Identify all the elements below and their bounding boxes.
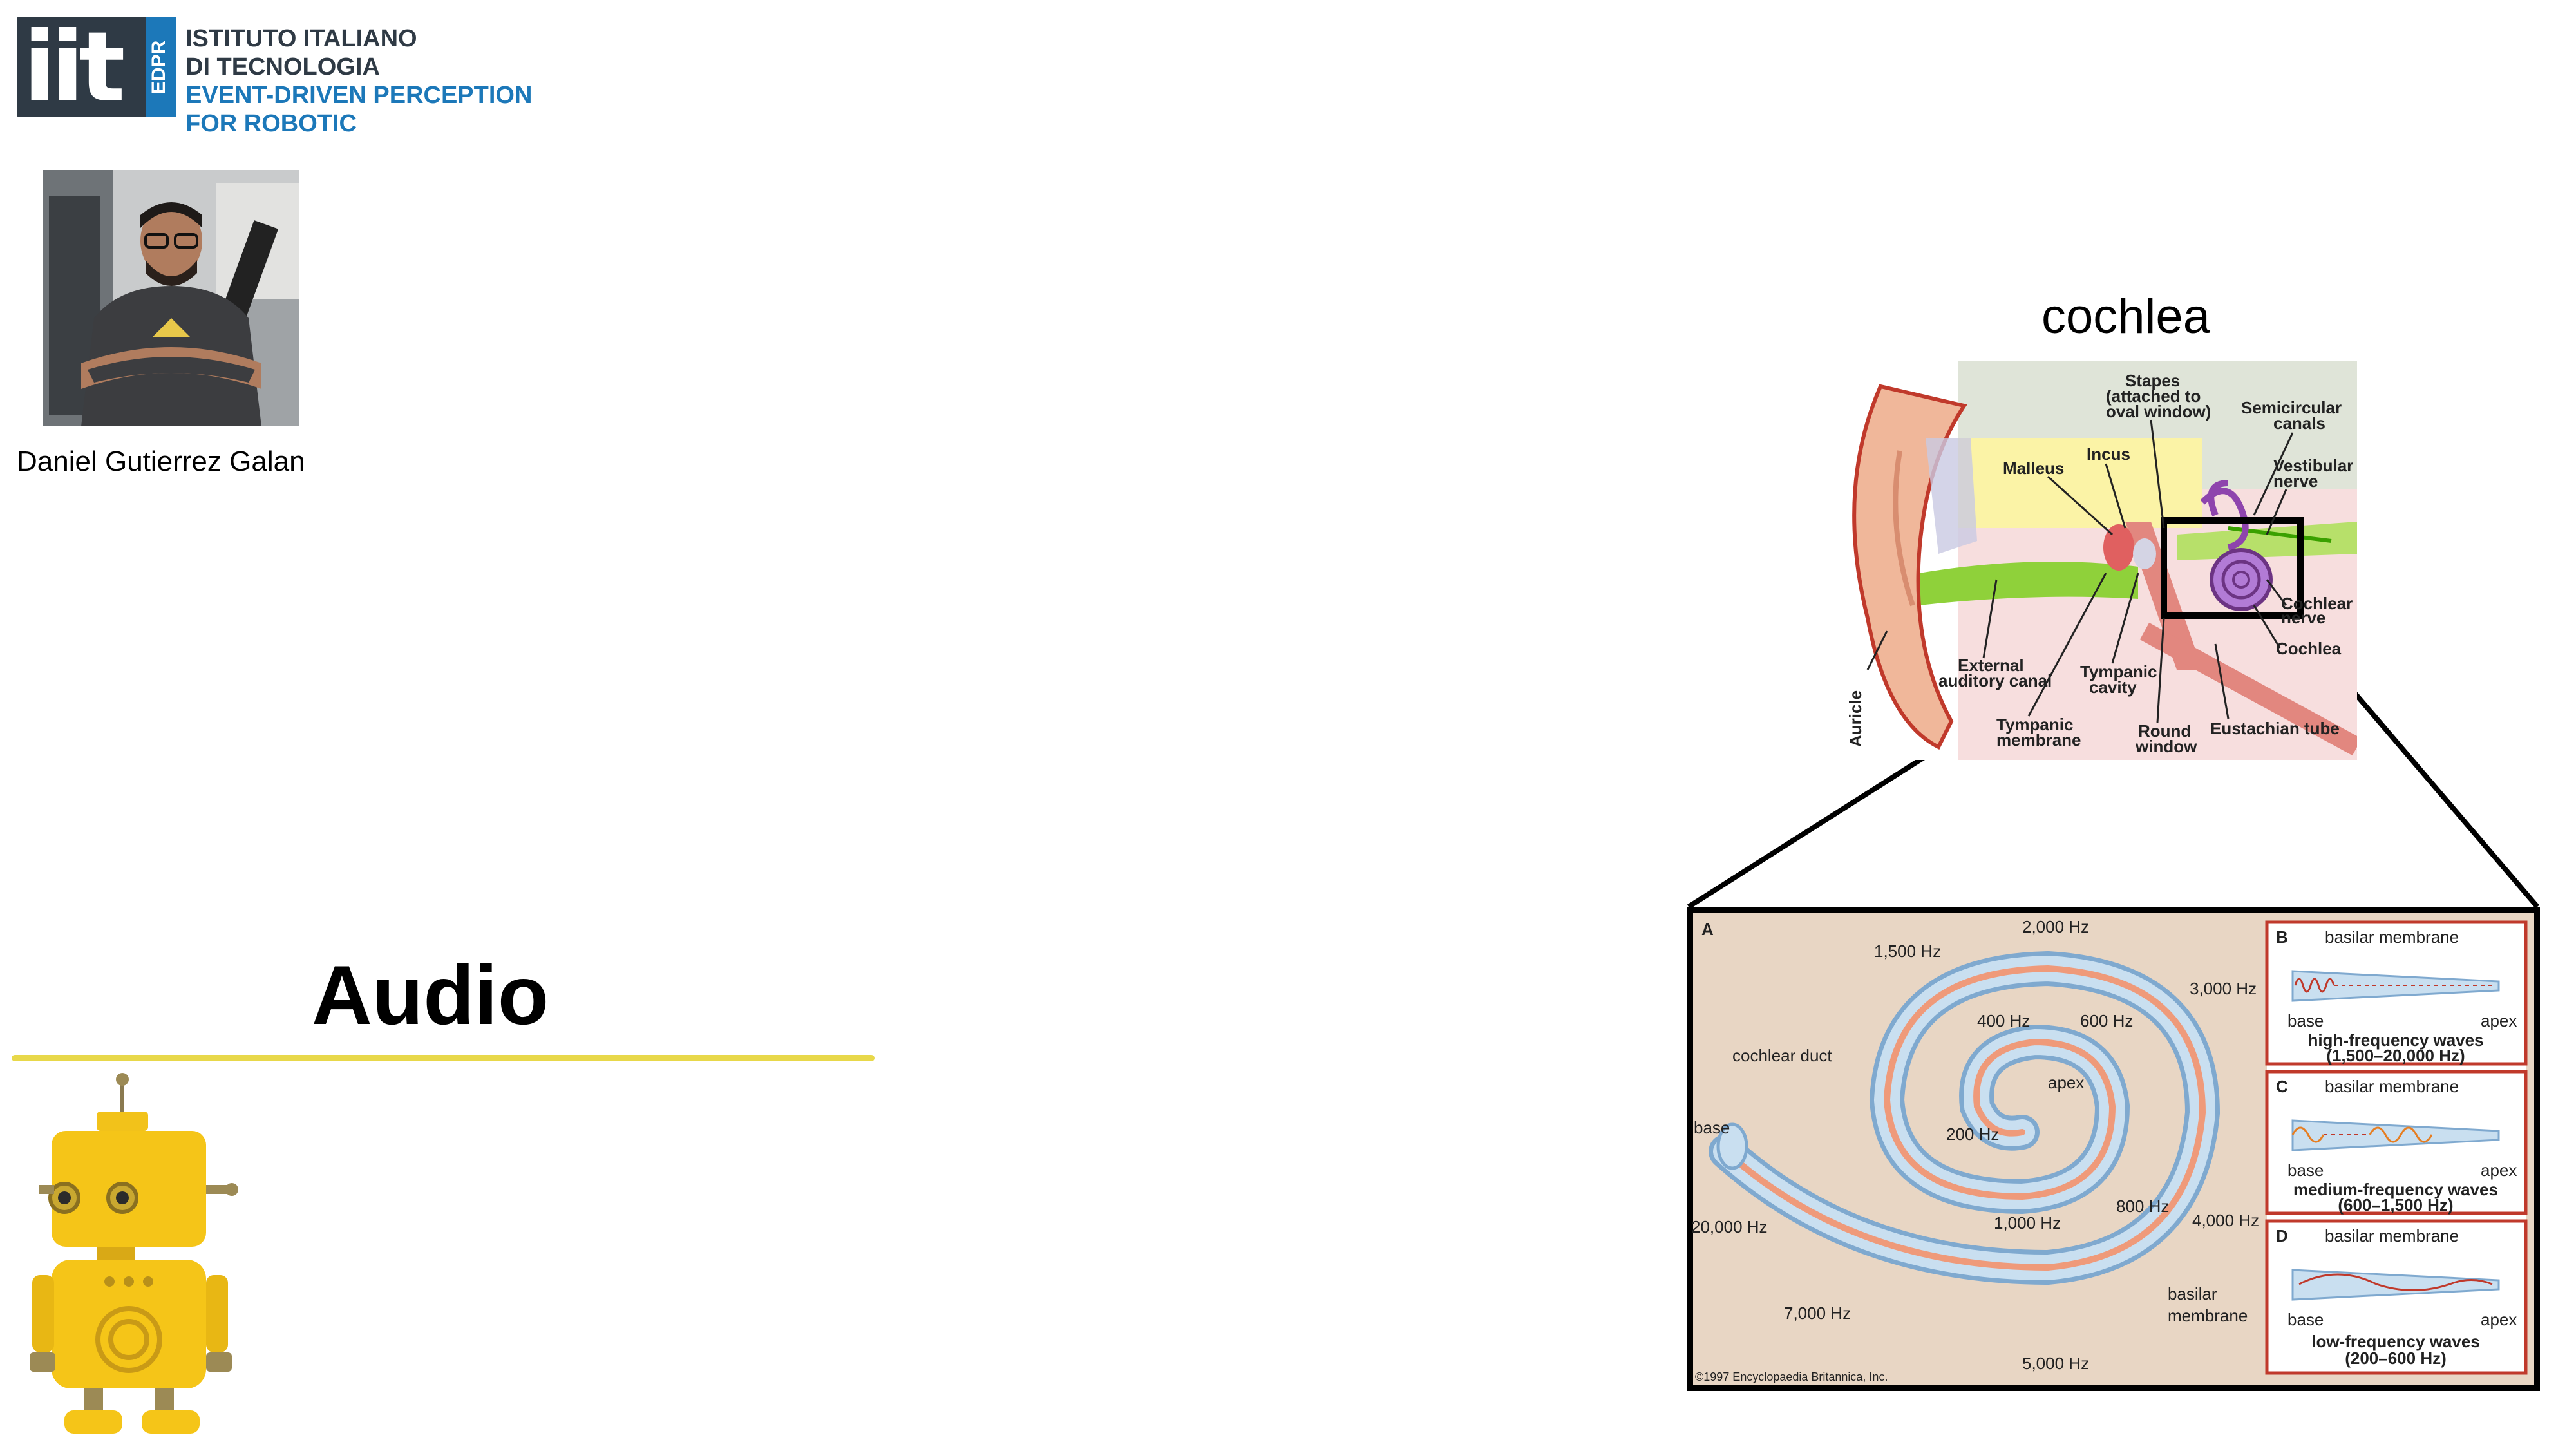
panel-c-range: (600–1,500 Hz): [2338, 1195, 2453, 1215]
label-stapes: Stapes: [2125, 371, 2180, 390]
label-semicircular-2: canals: [2273, 413, 2325, 433]
label-cochlear-nerve-2: nerve: [2281, 608, 2325, 627]
person-name: Daniel Gutierrez Galan: [17, 446, 305, 477]
hz-400-label: 400 Hz: [1977, 1011, 2030, 1030]
logo-line-1: ISTITUTO ITALIANO: [185, 25, 417, 52]
institute-logo: iit EDPR ISTITUTO ITALIANO DI TECNOLOGIA…: [17, 13, 532, 139]
logo-line-3: EVENT-DRIVEN PERCEPTION: [185, 82, 533, 109]
panel-d: D basilar membrane base apex low-frequen…: [2276, 1226, 2517, 1368]
label-vestibular-2: nerve: [2273, 471, 2318, 491]
panel-b: B basilar membrane base apex high-freque…: [2276, 927, 2517, 1065]
person-photo-illustration: [43, 170, 299, 426]
label-round-2: window: [2135, 737, 2197, 756]
hz-1000-label: 1,000 Hz: [1994, 1213, 2061, 1233]
basilar-label-2: membrane: [2168, 1306, 2248, 1325]
slide-title: Audio: [312, 948, 549, 1042]
label-tympanic-membrane-2: membrane: [1996, 730, 2081, 750]
panel-b-range: (1,500–20,000 Hz): [2326, 1046, 2465, 1065]
copyright-label: ©1997 Encyclopaedia Britannica, Inc.: [1695, 1370, 1888, 1383]
hz-5000-label: 5,000 Hz: [2022, 1354, 2089, 1373]
logo-strip-text: EDPR: [148, 40, 169, 94]
hz-7000-label: 7,000 Hz: [1784, 1303, 1851, 1323]
label-tympanic-membrane: Tympanic: [1996, 715, 2073, 734]
hz-3000-label: 3,000 Hz: [2190, 979, 2257, 998]
person-photo: [43, 170, 299, 426]
label-incus: Incus: [2087, 444, 2130, 464]
panel-b-letter: B: [2276, 927, 2288, 947]
label-cochlea: Cochlea: [2276, 639, 2342, 658]
panel-d-title: low-frequency waves: [2311, 1332, 2480, 1351]
logo-strip: EDPR: [146, 17, 176, 117]
panel-a-letter: A: [1701, 920, 1714, 939]
panel-c-base: base: [2287, 1160, 2324, 1180]
hz-1500-label: 1,500 Hz: [1874, 942, 1941, 961]
label-external-2: auditory canal: [1938, 671, 2052, 690]
logo-line-2: DI TECNOLOGIA: [185, 53, 380, 80]
cochlear-spiral: [1709, 951, 2221, 1285]
label-tympanic-cavity: Tympanic: [2080, 662, 2157, 681]
logo-mark: iit: [17, 13, 158, 122]
hz-600-label: 600 Hz: [2080, 1011, 2133, 1030]
logo-line-4: FOR ROBOTIC: [185, 110, 357, 137]
cochlea-heading: cochlea: [2041, 289, 2210, 344]
label-semicircular: Semicircular: [2241, 398, 2342, 417]
panel-b-apex: apex: [2481, 1011, 2517, 1030]
label-vestibular: Vestibular: [2273, 456, 2353, 475]
panel-d-apex: apex: [2481, 1310, 2517, 1329]
label-tympanic-cavity-2: cavity: [2089, 677, 2137, 697]
panel-c: C basilar membrane base apex medium-freq…: [2276, 1077, 2517, 1215]
robot-illustration: [26, 1069, 238, 1436]
panel-c-membrane: basilar membrane: [2325, 1077, 2459, 1096]
panel-b-membrane: basilar membrane: [2325, 927, 2459, 947]
panel-b-base: base: [2287, 1011, 2324, 1030]
base-label: base: [1694, 1118, 1730, 1137]
hz-4000-label: 4,000 Hz: [2192, 1211, 2259, 1230]
cochlea-frequency-diagram: A 2,000 Hz 1,500 Hz 3,000 Hz 400 Hz 600 …: [1687, 907, 2540, 1391]
label-stapes-3: oval window): [2106, 402, 2211, 421]
label-malleus: Malleus: [2003, 459, 2064, 478]
label-round: Round: [2138, 721, 2191, 741]
panel-c-title: medium-frequency waves: [2293, 1180, 2498, 1199]
ear-anatomy-diagram: Stapes (attached to oval window) Semicir…: [1842, 361, 2357, 760]
hz-20000-label: 20,000 Hz: [1691, 1217, 1768, 1236]
panel-c-letter: C: [2276, 1077, 2288, 1096]
panel-d-letter: D: [2276, 1226, 2288, 1245]
panel-d-range: (200–600 Hz): [2345, 1349, 2447, 1368]
basilar-label: basilar: [2168, 1284, 2217, 1303]
label-stapes-2: (attached to: [2106, 386, 2201, 406]
label-eustachian: Eustachian tube: [2210, 719, 2340, 738]
robot-drawing: [30, 1073, 238, 1434]
title-underline: [12, 1055, 875, 1061]
panel-b-title: high-frequency waves: [2307, 1030, 2483, 1050]
panel-d-base: base: [2287, 1310, 2324, 1329]
label-auricle: Auricle: [1846, 690, 1865, 747]
logo-mark-text: iit: [23, 12, 126, 124]
hz-200-label: 200 Hz: [1946, 1124, 1999, 1144]
hz-800-label: 800 Hz: [2116, 1197, 2169, 1216]
panel-c-apex: apex: [2481, 1160, 2517, 1180]
label-external: External: [1958, 656, 2024, 675]
label-cochlear-nerve: Cochlear: [2281, 594, 2353, 613]
panel-d-membrane: basilar membrane: [2325, 1226, 2459, 1245]
hz-2000-label: 2,000 Hz: [2022, 917, 2089, 936]
apex-label: apex: [2048, 1073, 2084, 1092]
cochlear-duct-label: cochlear duct: [1732, 1046, 1832, 1065]
